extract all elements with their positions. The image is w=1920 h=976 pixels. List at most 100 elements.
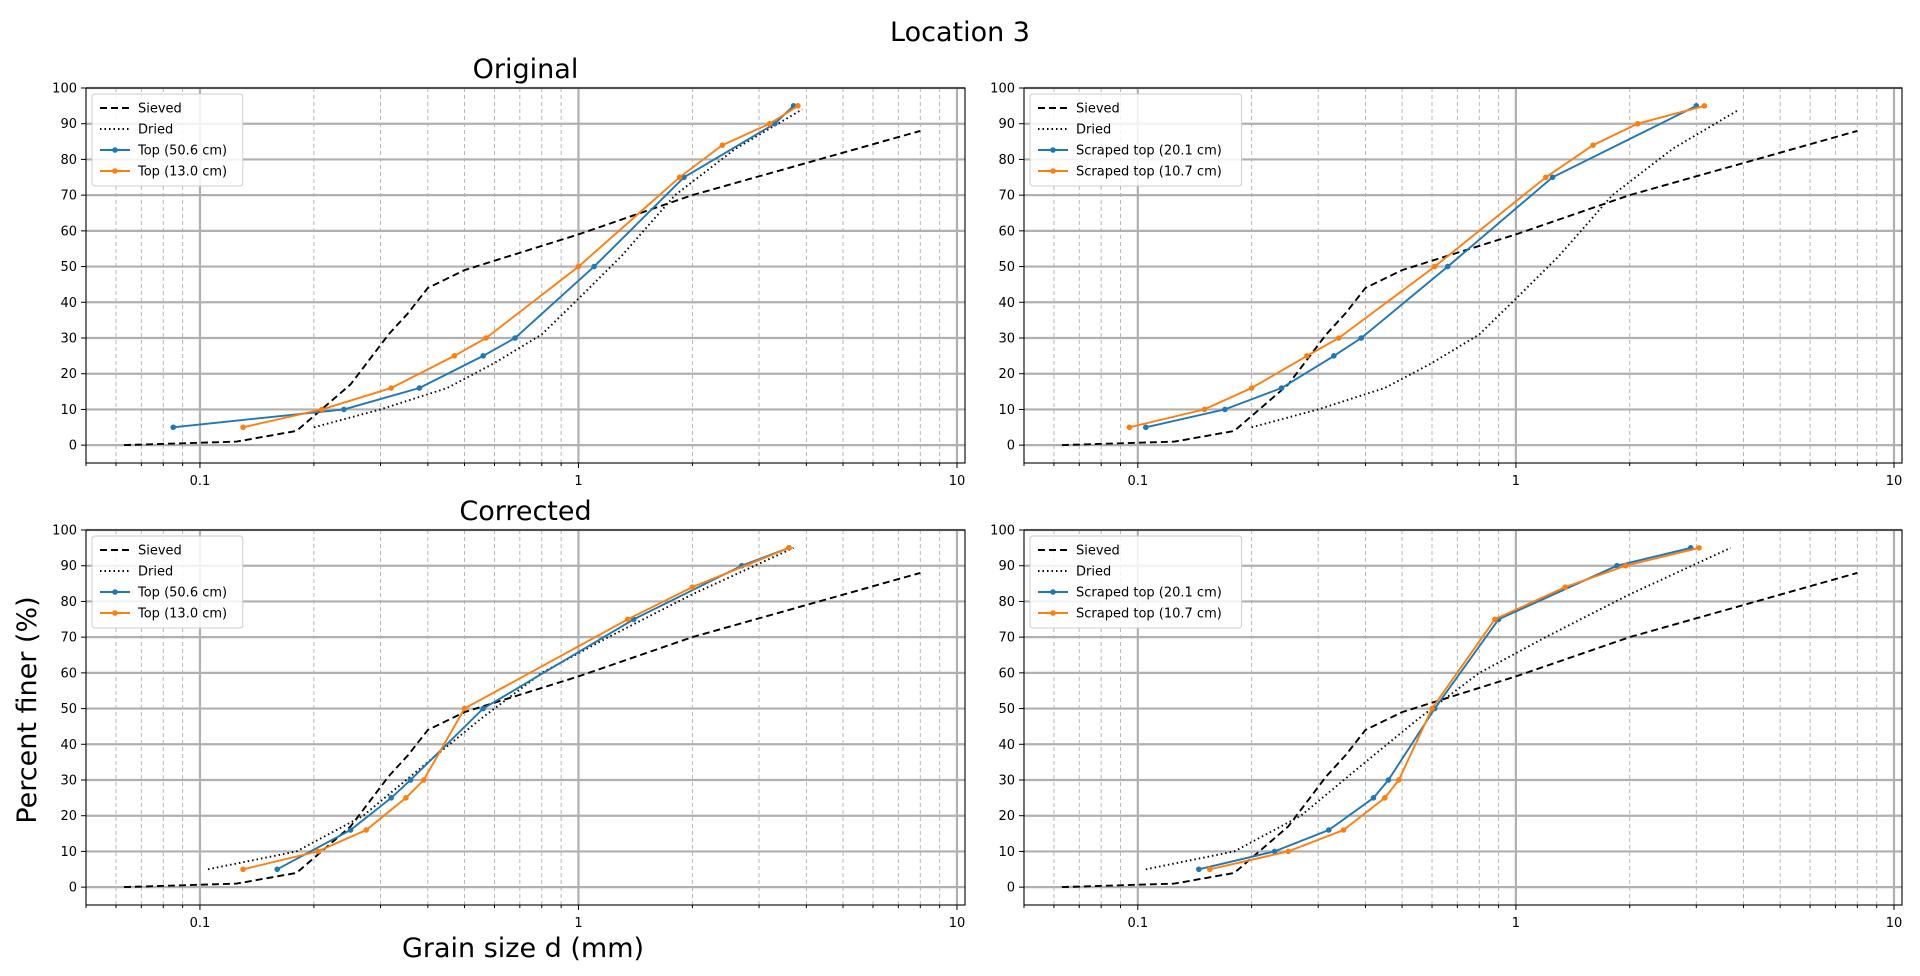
- grid: [1023, 528, 1902, 905]
- legend-marker: [1050, 168, 1056, 174]
- y-tick-label: 10: [60, 403, 77, 418]
- y-tick-label: 30: [998, 332, 1015, 347]
- y-tick-label: 10: [998, 403, 1015, 418]
- legend-label: Dried: [138, 123, 173, 138]
- data-point: [274, 866, 281, 873]
- legend-marker: [112, 147, 118, 153]
- chart-panel-1: 0 10 20 30 40 50 60 70 80 90 100 0.1 1 10 Original Siev…: [52, 54, 966, 489]
- y-tick-label: 100: [52, 82, 77, 97]
- data-point: [1549, 174, 1556, 181]
- data-point: [1326, 827, 1332, 833]
- legend-label: Dried: [1076, 123, 1111, 138]
- data-point: [1196, 866, 1202, 873]
- y-tick-label: 0: [1007, 439, 1015, 454]
- data-point: [1622, 562, 1629, 569]
- legend-label: Top (13.0 cm): [137, 607, 227, 622]
- data-point: [1278, 385, 1285, 391]
- y-tick-label: 30: [998, 774, 1015, 789]
- data-point: [240, 866, 246, 873]
- legend-label: Dried: [1076, 565, 1111, 580]
- figure-suptitle: Location 3: [890, 17, 1030, 48]
- axes-frame: [85, 529, 966, 906]
- x-tick-label: 10: [949, 474, 966, 489]
- data-point: [1285, 848, 1292, 855]
- data-point: [1431, 263, 1438, 270]
- data-point: [766, 120, 773, 127]
- data-point: [575, 263, 582, 270]
- data-point: [1696, 545, 1702, 551]
- y-tick-label: 90: [60, 117, 77, 132]
- data-point: [1271, 848, 1278, 855]
- data-point: [388, 385, 394, 391]
- data-point: [1248, 385, 1255, 391]
- data-point: [1331, 353, 1337, 359]
- plot-area: [1061, 103, 1858, 447]
- legend-label: Top (50.6 cm): [137, 586, 227, 601]
- y-tick-label: 50: [60, 260, 77, 275]
- x-tick-label: 0.1: [1127, 474, 1148, 489]
- y-tick-label: 70: [998, 631, 1015, 646]
- y-tick-label: 50: [60, 702, 77, 717]
- chart-title: Original: [473, 54, 579, 85]
- y-tick-label: 90: [998, 117, 1015, 132]
- data-point: [1543, 174, 1549, 181]
- data-point: [483, 335, 489, 341]
- data-point: [1381, 795, 1388, 801]
- figure-ylabel: Percent finer (%): [12, 596, 43, 823]
- legend-marker: [1050, 589, 1056, 595]
- plot-area: [123, 103, 921, 447]
- series-line: [1061, 129, 1858, 447]
- legend-marker: [112, 610, 118, 616]
- legend-box: [1029, 93, 1243, 187]
- data-point: [403, 795, 409, 801]
- legend-marker: [112, 168, 118, 174]
- data-point: [461, 705, 468, 712]
- series-line: [1145, 105, 1697, 429]
- data-point: [1201, 406, 1208, 413]
- y-tick-label: 0: [1007, 881, 1015, 896]
- data-point: [591, 263, 597, 270]
- data-point: [1562, 584, 1568, 590]
- legend-label: Scraped top (10.7 cm): [1076, 607, 1222, 622]
- legend: Sieved Dried Scraped top (20.1 cm) Scraped …: [1029, 93, 1243, 187]
- legend-box: [1029, 535, 1243, 629]
- y-tick-label: 40: [60, 738, 77, 753]
- data-point: [1335, 335, 1342, 341]
- x-tick-label: 0.1: [190, 916, 211, 931]
- legend-label: Top (13.0 cm): [137, 165, 227, 180]
- legend-box: [91, 535, 244, 629]
- y-tick-label: 60: [60, 224, 77, 239]
- x-tick-label: 10: [1886, 916, 1903, 931]
- data-point: [624, 616, 631, 623]
- axes-frame: [1023, 529, 1903, 906]
- y-tick-label: 80: [998, 153, 1015, 168]
- legend: Sieved Dried Top (50.6 cm) Top (13.0 cm): [91, 93, 244, 187]
- legend-marker: [1050, 610, 1056, 616]
- legend-box: [91, 93, 244, 187]
- y-tick-label: 80: [60, 153, 77, 168]
- x-tick-label: 10: [949, 916, 966, 931]
- y-tick-label: 70: [998, 189, 1015, 204]
- data-point: [1340, 827, 1347, 833]
- data-point: [1634, 120, 1641, 127]
- y-tick-label: 60: [998, 224, 1015, 239]
- data-point: [1701, 103, 1708, 109]
- y-tick-label: 20: [60, 809, 77, 824]
- data-point: [1429, 705, 1435, 712]
- y-tick-label: 20: [60, 367, 77, 382]
- x-tick-label: 10: [1886, 474, 1903, 489]
- y-tick-label: 90: [998, 559, 1015, 574]
- y-tick-label: 10: [60, 845, 77, 860]
- chart-title: Corrected: [459, 496, 591, 527]
- legend-label: Sieved: [138, 544, 182, 559]
- y-tick-label: 80: [998, 595, 1015, 610]
- series-line: [123, 129, 921, 447]
- legend-label: Sieved: [1076, 102, 1120, 117]
- data-point: [480, 353, 486, 359]
- legend: Sieved Dried Top (50.6 cm) Top (13.0 cm): [91, 535, 244, 629]
- legend-label: Top (50.6 cm): [137, 144, 227, 159]
- data-point: [407, 777, 414, 783]
- data-point: [170, 424, 177, 431]
- data-point: [1358, 335, 1365, 341]
- data-point: [1304, 353, 1310, 359]
